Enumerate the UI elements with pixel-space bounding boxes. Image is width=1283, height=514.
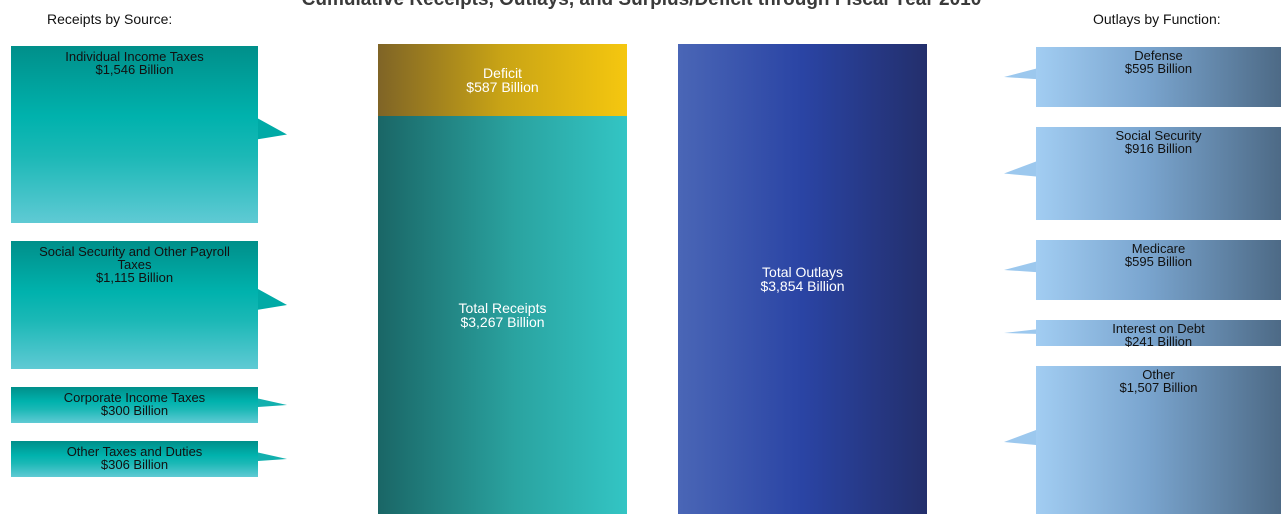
receipt-value: $1,115 Billion [95, 270, 174, 285]
receipt-value: $300 Billion [100, 403, 169, 418]
outlay-box-social-security: Social Security $916 Billion [1036, 127, 1281, 220]
total-receipts-value: $3,267 Billion [460, 313, 545, 330]
outlay-pointer-medicare [1004, 261, 1036, 273]
receipt-value: $1,546 Billion [95, 62, 174, 77]
receipt-pointer-other-taxes-and-duties [258, 452, 287, 461]
outlay-value: $595 Billion [1124, 61, 1193, 76]
receipt-name: Corporate Income Taxes [63, 390, 206, 405]
outlay-box-defense: Defense $595 Billion [1036, 47, 1281, 107]
outlay-pointer-social-security [1004, 161, 1036, 177]
outlay-value: $241 Billion [1124, 334, 1193, 349]
outlay-name: Interest on Debt [1112, 321, 1205, 336]
receipt-value: $306 Billion [100, 457, 169, 472]
outlay-box-interest-on-debt: Interest on Debt $241 Billion [1036, 320, 1281, 349]
chart-title: Cumulative Receipts, Outlays, and Surplu… [0, 0, 1283, 10]
outlay-box-medicare: Medicare $595 Billion [1036, 240, 1281, 300]
receipt-name: Other Taxes and Duties [66, 444, 203, 459]
receipt-box-social-security-and-other-payroll-taxes: Social Security and Other Payroll Taxes $… [11, 241, 258, 369]
receipt-name: Individual Income Taxes [65, 49, 204, 64]
receipts-section-label: Receipts by Source: [47, 11, 173, 27]
outlay-value: $916 Billion [1124, 141, 1193, 156]
outlay-name: Medicare [1131, 241, 1186, 256]
receipt-box-individual-income-taxes: Individual Income Taxes $1,546 Billion [11, 46, 258, 223]
total-outlays-bar: Total Outlays $3,854 Billion [678, 44, 927, 514]
outlay-name: Social Security [1115, 128, 1202, 143]
outlay-pointer-interest-on-debt [1004, 329, 1036, 334]
total-outlays-label: Total Outlays [762, 264, 843, 280]
receipt-name: Social Security and Other Payroll Taxes [39, 244, 230, 272]
outlay-pointer-other [1004, 430, 1036, 445]
total-receipts-bar: Total Receipts $3,267 Billion [378, 115, 627, 514]
outlays-section-label: Outlays by Function: [1093, 11, 1221, 27]
deficit-label: Deficit [483, 64, 522, 81]
deficit-value: $587 Billion [466, 78, 539, 95]
outlay-name: Other [1142, 367, 1175, 382]
outlay-value: $595 Billion [1124, 254, 1193, 269]
outlay-pointer-defense [1004, 68, 1036, 80]
outlay-value: $1,507 Billion [1119, 380, 1198, 395]
total-outlays-value: $3,854 Billion [760, 278, 845, 294]
receipt-box-corporate-income-taxes: Corporate Income Taxes $300 Billion [11, 387, 258, 423]
outlay-box-other: Other $1,507 Billion [1036, 366, 1281, 514]
receipt-pointer-social-security-and-other-payroll-taxes [258, 289, 287, 310]
total-receipts-label: Total Receipts [458, 299, 547, 316]
outlay-name: Defense [1134, 48, 1183, 63]
receipt-pointer-individual-income-taxes [258, 118, 287, 140]
receipt-pointer-corporate-income-taxes [258, 398, 287, 407]
receipt-box-other-taxes-and-duties: Other Taxes and Duties $306 Billion [11, 441, 258, 477]
deficit-bar: Deficit $587 Billion [378, 44, 627, 116]
